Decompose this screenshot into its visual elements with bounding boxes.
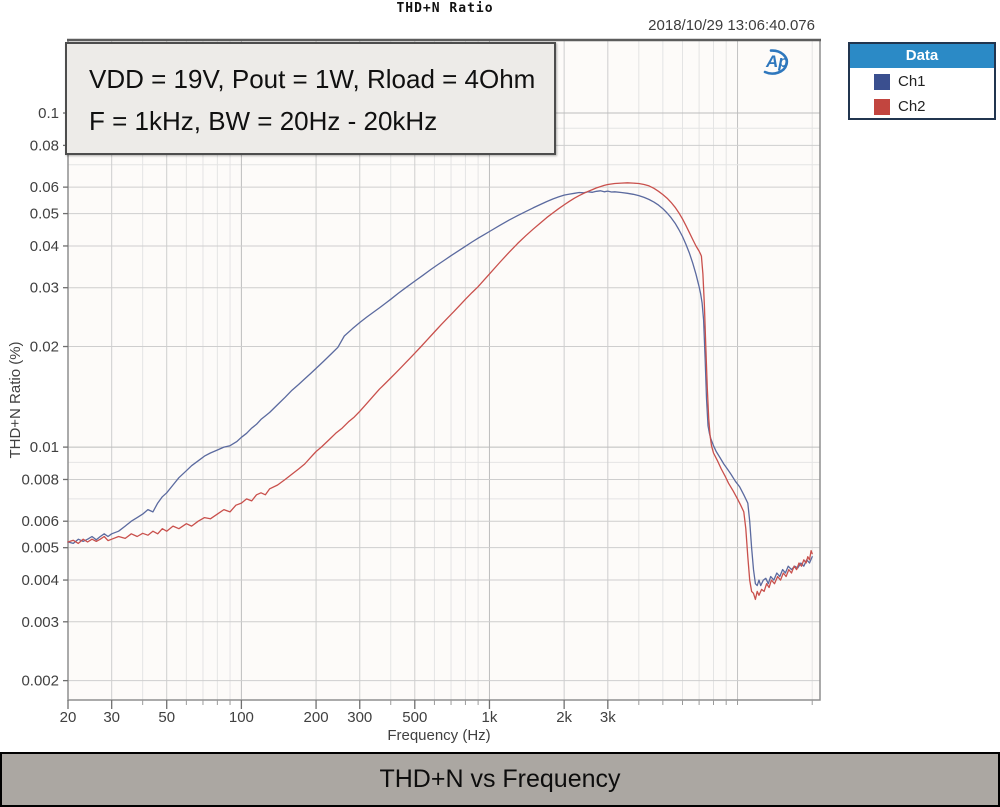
svg-text:200: 200	[304, 709, 329, 726]
svg-text:0.05: 0.05	[30, 206, 59, 223]
svg-text:300: 300	[347, 709, 372, 726]
annotation-box: VDD = 19V, Pout = 1W, Rload = 4Ohm F = 1…	[65, 42, 556, 155]
x-axis-title: Frequency (Hz)	[387, 727, 490, 744]
svg-text:0.03: 0.03	[30, 280, 59, 297]
legend-header: Data	[850, 44, 994, 68]
svg-text:0.002: 0.002	[21, 673, 59, 690]
svg-text:0.004: 0.004	[21, 572, 59, 589]
annotation-line-1: VDD = 19V, Pout = 1W, Rload = 4Ohm	[89, 64, 536, 94]
svg-text:2k: 2k	[556, 709, 572, 726]
x-axis-labels: 20 30 50 100 200 300 500 1k 2k 3k	[60, 709, 617, 726]
svg-text:1k: 1k	[482, 709, 498, 726]
legend-item-ch1[interactable]: Ch1	[850, 68, 994, 93]
legend-panel: Data Ch1 Ch2	[848, 42, 996, 120]
svg-text:50: 50	[158, 709, 175, 726]
svg-text:0.01: 0.01	[30, 439, 59, 456]
svg-text:0.08: 0.08	[30, 137, 59, 154]
svg-text:0.008: 0.008	[21, 471, 59, 488]
ch2-color-swatch	[874, 98, 890, 115]
svg-text:3k: 3k	[600, 709, 616, 726]
svg-text:0.006: 0.006	[21, 513, 59, 530]
ap-logo-text: Ap	[765, 52, 789, 71]
svg-text:0.003: 0.003	[21, 614, 59, 631]
legend-item-ch2[interactable]: Ch2	[850, 93, 994, 118]
ch2-label: Ch2	[898, 98, 926, 115]
svg-text:100: 100	[229, 709, 254, 726]
svg-text:500: 500	[402, 709, 427, 726]
series-ch2	[67, 182, 813, 601]
svg-text:0.04: 0.04	[30, 238, 59, 255]
svg-text:30: 30	[103, 709, 120, 726]
caption-text: THD+N vs Frequency	[379, 765, 621, 793]
ap-logo-icon: Ap	[758, 46, 798, 78]
svg-text:0.02: 0.02	[30, 339, 59, 356]
svg-text:20: 20	[60, 709, 77, 726]
y-axis-labels: 0.1 0.08 0.06 0.05 0.04 0.03 0.02 0.01 0.008 0.00…	[21, 105, 59, 690]
svg-text:0.005: 0.005	[21, 540, 59, 557]
series-ch1	[67, 190, 813, 587]
graph-title: THD+N Ratio	[396, 1, 494, 16]
svg-text:0.06: 0.06	[30, 179, 59, 196]
caption-bar: THD+N vs Frequency	[0, 752, 1000, 807]
ch1-color-swatch	[874, 73, 890, 90]
ch1-label: Ch1	[898, 73, 926, 90]
timestamp: 2018/10/29 13:06:40.076	[648, 17, 815, 34]
svg-text:0.1: 0.1	[38, 105, 59, 122]
plot-border	[67, 38, 821, 701]
annotation-line-2: F = 1kHz, BW = 20Hz - 20kHz	[89, 106, 438, 136]
y-axis-title: THD+N Ratio (%)	[7, 341, 24, 458]
